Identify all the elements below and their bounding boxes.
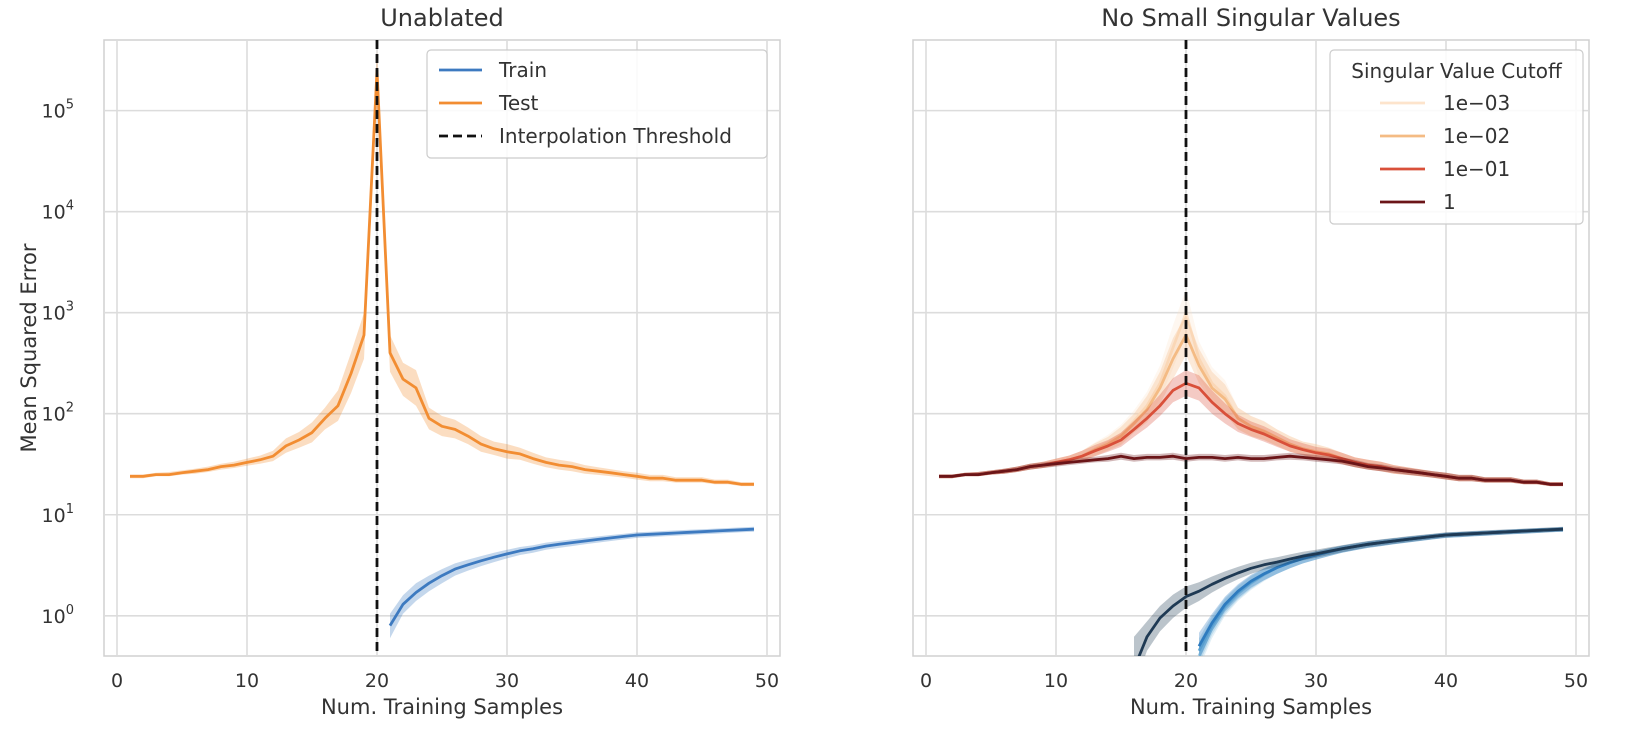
y-tick-label: 101: [42, 502, 74, 527]
series-line: [388, 527, 755, 627]
legend-box: [426, 49, 768, 159]
y-tick-label: 104: [42, 199, 74, 224]
y-axis-label: Mean Squared Error: [17, 243, 41, 452]
x-axis-label: Num. Training Samples: [1130, 695, 1372, 719]
x-tick-label: 40: [625, 670, 649, 692]
x-tick-label: 10: [1044, 670, 1068, 692]
y-tick-label: 100: [42, 603, 74, 628]
legend-label: 1: [1443, 190, 1456, 214]
chart-no-small-singular-values: 0 10 20 30 40 50 No Small Singular Values Num. …: [912, 4, 1590, 719]
chart-title: No Small Singular Values: [1101, 4, 1400, 32]
y-tick-label: 105: [42, 98, 74, 123]
y-tick-exponent: 1: [66, 502, 74, 517]
x-tick-label: 50: [1564, 670, 1588, 692]
chart-title: Unablated: [380, 4, 504, 32]
series-test: [130, 49, 754, 487]
y-tick-exponent: 0: [66, 603, 74, 618]
legend-box: [1329, 49, 1584, 225]
x-tick-label: 30: [1304, 670, 1328, 692]
legend-label: 1e−01: [1443, 157, 1510, 181]
y-tick-base: 10: [42, 404, 66, 426]
legend: Singular Value Cutoff 1e−03 1e−02 1e−01 1: [1329, 49, 1584, 225]
y-tick-exponent: 2: [66, 401, 74, 416]
x-tick-label: 0: [111, 670, 123, 692]
x-tick-label: 0: [920, 670, 932, 692]
series-layer: [939, 289, 1564, 656]
confidence-band: [939, 314, 1563, 487]
y-tick-base: 10: [42, 505, 66, 527]
series-line: [1137, 527, 1564, 656]
grid: [104, 40, 780, 656]
y-tick-base: 10: [42, 101, 66, 123]
y-tick-exponent: 4: [66, 199, 74, 214]
x-tick-label: 30: [495, 670, 519, 692]
x-tick-label: 10: [235, 670, 259, 692]
legend: Train Test Interpolation Threshold: [426, 49, 768, 159]
legend-label: 1e−02: [1443, 124, 1510, 148]
legend-label: 1e−03: [1443, 91, 1510, 115]
series-train: [388, 526, 755, 639]
y-tick-label: 102: [42, 401, 74, 426]
series-train-1: [1134, 526, 1564, 656]
y-tick-base: 10: [42, 303, 66, 325]
x-tick-label: 20: [365, 670, 389, 692]
series-line: [130, 69, 754, 486]
series-line: [939, 454, 1563, 486]
legend-label: Train: [498, 58, 547, 82]
legend-label: Test: [498, 91, 539, 115]
legend-title: Singular Value Cutoff: [1351, 59, 1563, 83]
chart-unablated: 0 10 20 30 40 50100101102103104105UnablatedNu…: [17, 4, 781, 719]
y-tick-base: 10: [42, 202, 66, 224]
x-tick-label: 20: [1174, 670, 1198, 692]
x-tick-label: 50: [755, 670, 779, 692]
y-tick-exponent: 3: [66, 300, 74, 315]
y-tick-base: 10: [42, 606, 66, 628]
series-layer: [130, 49, 755, 639]
y-tick-exponent: 5: [66, 98, 74, 113]
x-tick-label: 40: [1434, 670, 1458, 692]
x-axis-label: Num. Training Samples: [321, 695, 563, 719]
y-tick-label: 103: [42, 300, 74, 325]
legend-label: Interpolation Threshold: [499, 124, 732, 148]
series-test-1: [939, 452, 1563, 487]
